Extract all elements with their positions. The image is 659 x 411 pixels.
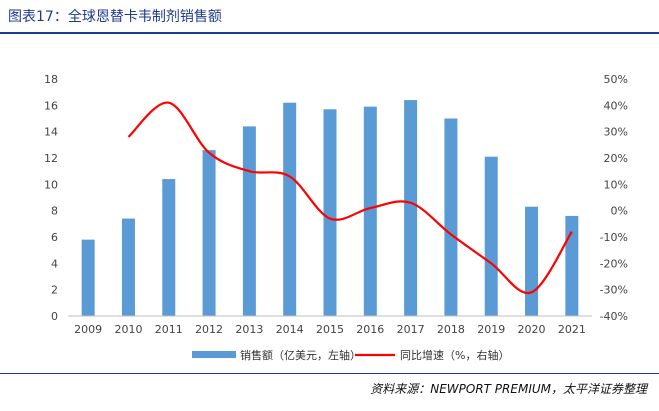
source-note: 资料来源：NEWPORT PREMIUM，太平洋证券整理 <box>370 382 647 396</box>
left-tick-label: 14 <box>44 126 58 139</box>
right-tick-label: 50% <box>604 73 628 86</box>
x-tick-label: 2014 <box>276 323 304 336</box>
bar-2009 <box>81 239 95 316</box>
left-tick-label: 10 <box>44 178 58 191</box>
right-tick-label: -10% <box>600 231 628 244</box>
left-tick-label: 8 <box>51 205 58 218</box>
left-tick-label: 6 <box>51 231 58 244</box>
bar-2015 <box>323 109 337 317</box>
bar-2016 <box>363 106 377 317</box>
right-tick-label: 0% <box>611 205 628 218</box>
bar-2011 <box>162 179 176 316</box>
left-tick-label: 4 <box>51 257 58 270</box>
growth-line <box>127 101 573 295</box>
left-tick-label: 16 <box>44 99 58 112</box>
x-tick-label: 2021 <box>558 323 586 336</box>
left-tick-label: 0 <box>51 310 58 323</box>
right-tick-label: 40% <box>604 99 628 112</box>
x-tick-label: 2012 <box>195 323 223 336</box>
chart-title: 图表17：全球恩替卡韦制剂销售额 <box>8 9 222 25</box>
left-tick-label: 18 <box>44 73 58 86</box>
x-tick-label: 2019 <box>477 323 505 336</box>
right-tick-label: -30% <box>600 284 628 297</box>
bar-2020 <box>525 206 539 316</box>
footer-divider <box>0 373 659 374</box>
x-tick-label: 2017 <box>397 323 425 336</box>
left-tick-label: 2 <box>51 284 58 297</box>
title-divider <box>0 32 659 34</box>
bar-2014 <box>283 102 297 316</box>
x-tick-label: 2009 <box>74 323 102 336</box>
right-tick-label: -40% <box>600 310 628 323</box>
x-tick-label: 2016 <box>356 323 384 336</box>
left-tick-label: 12 <box>44 152 58 165</box>
legend-bar-swatch <box>192 351 236 358</box>
right-tick-label: 10% <box>604 178 628 191</box>
x-tick-label: 2011 <box>155 323 183 336</box>
bar-2017 <box>404 100 418 316</box>
bar-2018 <box>444 118 458 316</box>
x-tick-label: 2020 <box>518 323 546 336</box>
right-tick-label: -20% <box>600 257 628 270</box>
bar-2012 <box>202 150 216 316</box>
bar-2010 <box>121 218 135 316</box>
bar-2019 <box>484 156 498 316</box>
x-tick-label: 2018 <box>437 323 465 336</box>
legend-bar-label: 销售额（亿美元，左轴） <box>240 348 361 362</box>
right-tick-label: 30% <box>604 126 628 139</box>
x-tick-label: 2010 <box>114 323 142 336</box>
x-tick-label: 2015 <box>316 323 344 336</box>
bar-2013 <box>242 126 256 317</box>
x-tick-label: 2013 <box>235 323 263 336</box>
right-tick-label: 20% <box>604 152 628 165</box>
legend-line-label: 同比增速（%，右轴） <box>400 348 509 362</box>
bar-2021 <box>565 215 579 316</box>
